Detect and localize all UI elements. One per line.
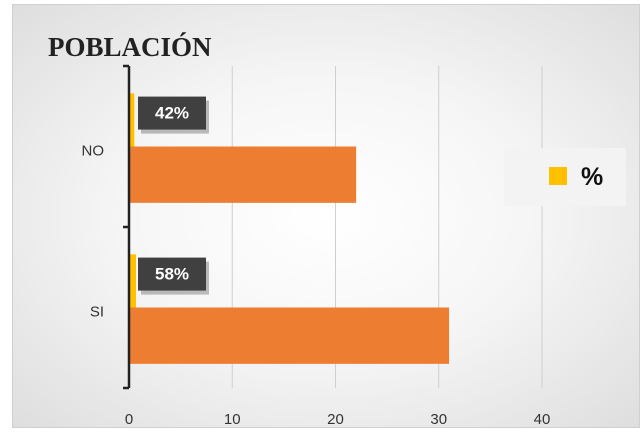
data-labels: 42% 58% bbox=[138, 96, 209, 295]
bar-value bbox=[130, 307, 450, 364]
data-label: 58% bbox=[155, 265, 189, 284]
x-tick-labels: 0 10 20 30 40 bbox=[125, 411, 551, 428]
legend: % bbox=[504, 148, 626, 206]
bar-percent bbox=[130, 93, 135, 147]
x-tick-label: 10 bbox=[224, 411, 241, 428]
bar-value bbox=[130, 146, 357, 203]
data-label-box bbox=[138, 96, 206, 130]
x-tick-label: 40 bbox=[534, 411, 551, 428]
legend-label: % bbox=[581, 163, 603, 191]
x-tick-label: 20 bbox=[327, 411, 344, 428]
chart-title: POBLACIÓN bbox=[48, 32, 212, 62]
legend-swatch bbox=[549, 167, 567, 185]
bars bbox=[130, 93, 450, 364]
x-tick-label: 0 bbox=[125, 411, 133, 428]
bar-percent bbox=[130, 254, 136, 308]
x-tick-label: 30 bbox=[430, 411, 447, 428]
category-label: SI bbox=[90, 303, 104, 320]
data-label: 42% bbox=[155, 104, 189, 123]
category-axis bbox=[123, 64, 131, 390]
data-label-box bbox=[138, 257, 206, 291]
category-labels: NO SI bbox=[82, 142, 105, 320]
category-label: NO bbox=[82, 142, 105, 159]
